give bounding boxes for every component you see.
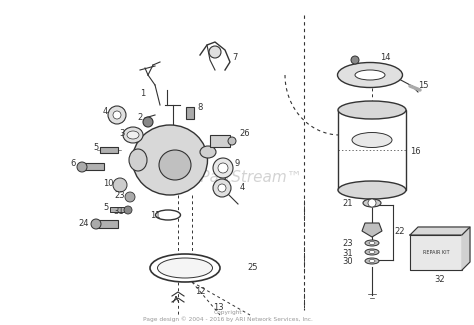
Text: 15: 15 (418, 81, 428, 89)
Circle shape (218, 163, 228, 173)
Polygon shape (362, 223, 382, 237)
Text: Copyright
Page design © 2004 - 2016 by ARI Network Services, Inc.: Copyright Page design © 2004 - 2016 by A… (143, 310, 313, 322)
Bar (186, 107, 194, 119)
Text: 26: 26 (240, 128, 250, 137)
Text: 4: 4 (102, 108, 108, 116)
Text: 6: 6 (70, 159, 76, 167)
Ellipse shape (369, 259, 375, 263)
Text: 25: 25 (248, 263, 258, 271)
Ellipse shape (159, 150, 191, 180)
Bar (82, 163, 104, 170)
Text: 22: 22 (395, 227, 405, 237)
Text: 31: 31 (114, 206, 124, 215)
Circle shape (209, 46, 221, 58)
Circle shape (91, 219, 101, 229)
Text: 32: 32 (435, 276, 445, 284)
Text: 11: 11 (150, 212, 160, 220)
Ellipse shape (338, 181, 406, 199)
Text: 4: 4 (239, 184, 245, 192)
Ellipse shape (337, 62, 402, 87)
Ellipse shape (200, 146, 216, 158)
Text: 14: 14 (380, 54, 390, 62)
Circle shape (143, 117, 153, 127)
Text: 13: 13 (213, 304, 223, 313)
Circle shape (124, 206, 132, 214)
Ellipse shape (363, 199, 381, 207)
Circle shape (113, 178, 127, 192)
Circle shape (213, 179, 231, 197)
Ellipse shape (369, 251, 375, 254)
Text: 21: 21 (343, 199, 353, 207)
Text: 23: 23 (115, 191, 125, 201)
Bar (100, 147, 118, 153)
Ellipse shape (338, 101, 406, 119)
Circle shape (77, 162, 87, 172)
Circle shape (113, 111, 121, 119)
Ellipse shape (365, 240, 379, 246)
Text: 2: 2 (137, 113, 143, 123)
Text: REPAIR KIT: REPAIR KIT (423, 250, 449, 255)
Text: ARI PartStream™: ARI PartStream™ (171, 171, 303, 186)
Bar (338, 110, 406, 190)
Text: 5: 5 (93, 144, 99, 152)
Ellipse shape (150, 254, 220, 282)
Ellipse shape (157, 258, 212, 278)
Polygon shape (410, 227, 470, 235)
Text: 30: 30 (343, 256, 353, 266)
Text: 8: 8 (197, 103, 203, 112)
Ellipse shape (123, 127, 143, 143)
Circle shape (351, 56, 359, 64)
Text: 23: 23 (343, 239, 353, 248)
Ellipse shape (365, 258, 379, 264)
Text: 16: 16 (410, 148, 420, 157)
Text: 3: 3 (119, 128, 125, 137)
Text: 7: 7 (232, 54, 237, 62)
Text: 10: 10 (103, 178, 113, 188)
Text: 12: 12 (195, 287, 205, 295)
Polygon shape (410, 235, 462, 270)
Bar (110, 207, 124, 212)
Ellipse shape (355, 70, 385, 80)
Text: 31: 31 (343, 249, 353, 257)
Ellipse shape (133, 125, 208, 195)
Bar (210, 135, 230, 147)
Circle shape (125, 192, 135, 202)
Circle shape (218, 184, 226, 192)
Text: 9: 9 (234, 159, 240, 167)
Text: 5: 5 (103, 202, 109, 212)
Ellipse shape (352, 133, 392, 148)
Circle shape (213, 158, 233, 178)
Ellipse shape (228, 137, 236, 145)
Circle shape (108, 106, 126, 124)
Polygon shape (462, 227, 470, 270)
Ellipse shape (369, 241, 375, 244)
Bar (96, 220, 118, 228)
Text: 24: 24 (79, 218, 89, 227)
Ellipse shape (155, 210, 181, 220)
Text: 1: 1 (140, 88, 146, 98)
Ellipse shape (129, 149, 147, 171)
Ellipse shape (127, 131, 139, 139)
Circle shape (368, 199, 376, 207)
Ellipse shape (365, 249, 379, 255)
